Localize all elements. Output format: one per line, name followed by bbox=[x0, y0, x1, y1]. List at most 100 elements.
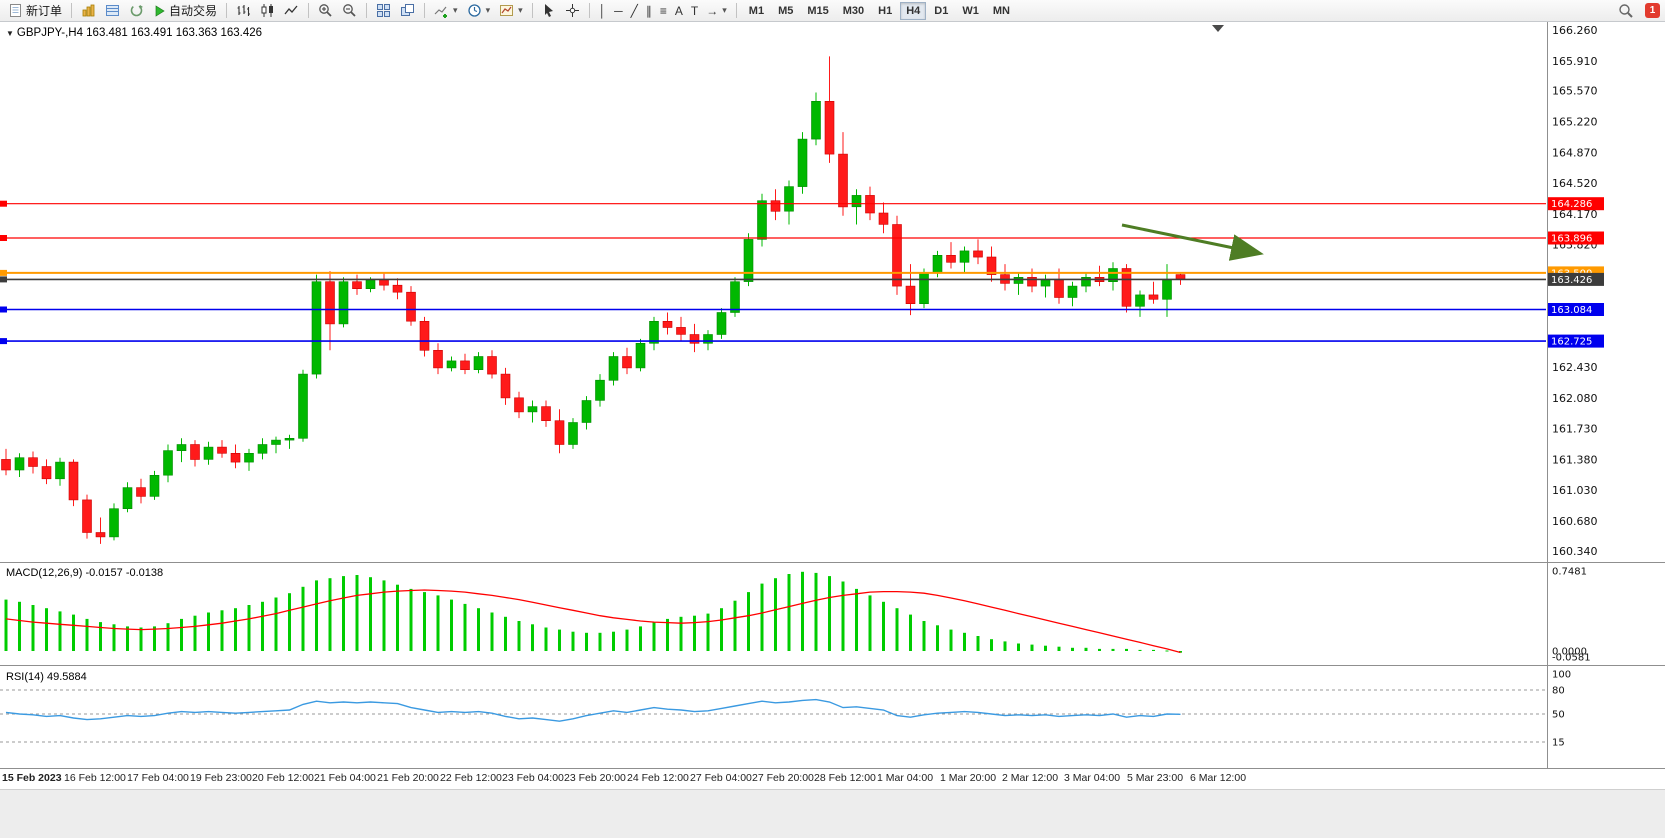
divider bbox=[308, 3, 310, 18]
macd-pane[interactable]: 0.7481 0.0000-0.0581 bbox=[0, 563, 1665, 665]
support-line-2-handle[interactable] bbox=[0, 338, 7, 345]
market-watch-button[interactable] bbox=[77, 1, 100, 20]
pane-divider[interactable] bbox=[0, 562, 1665, 563]
chevron-down-icon: ▾ bbox=[453, 5, 458, 15]
candle bbox=[136, 487, 146, 497]
text-tool-glyph: A bbox=[674, 3, 683, 18]
candle bbox=[217, 446, 227, 454]
indicators-button[interactable]: ▾ bbox=[430, 1, 462, 20]
timeframe-mn-button[interactable]: MN bbox=[992, 4, 1010, 17]
vertical-line-tool-glyph: │ bbox=[598, 3, 607, 18]
crosshair-button[interactable] bbox=[561, 1, 584, 20]
macd-bar bbox=[990, 639, 993, 651]
candle bbox=[905, 285, 916, 305]
timeframe-m5-button[interactable]: M5 bbox=[778, 4, 794, 17]
candle bbox=[433, 349, 443, 369]
candle bbox=[1108, 268, 1118, 282]
bid-price-line-handle[interactable] bbox=[0, 276, 7, 283]
candle bbox=[946, 255, 956, 263]
price-chart[interactable]: 166.260 165.910 165.570 165.220 164.870 164.5… bbox=[0, 22, 1665, 562]
macd-bar bbox=[1125, 648, 1128, 651]
price-tick: 166.260 bbox=[1552, 24, 1598, 37]
price-axis-divider bbox=[1547, 22, 1548, 769]
macd-axis-label: 0.0000 bbox=[1552, 647, 1587, 658]
chart-shift-marker[interactable] bbox=[1212, 25, 1224, 32]
candle bbox=[838, 153, 848, 208]
candle bbox=[446, 360, 457, 369]
rsi-pane[interactable]: 100 80 50 15 bbox=[0, 666, 1665, 768]
resistance-line-1-handle[interactable] bbox=[0, 200, 7, 207]
timeframe-m30-button[interactable]: M30 bbox=[842, 4, 865, 17]
zoom-out-button[interactable] bbox=[338, 1, 361, 20]
search-button[interactable] bbox=[1614, 1, 1638, 21]
trend-arrow-annotation[interactable] bbox=[1121, 223, 1264, 261]
autotrading-play-icon bbox=[153, 4, 166, 18]
new-order-button[interactable]: 新订单 bbox=[5, 1, 66, 20]
macd-bar bbox=[1030, 644, 1034, 651]
trendline-tool[interactable]: ╱ bbox=[627, 3, 642, 19]
bottom-strip bbox=[0, 789, 1665, 838]
cascade-windows-button[interactable] bbox=[396, 1, 419, 20]
timeframe-h1-button[interactable]: H1 bbox=[878, 4, 893, 17]
tile-windows-button[interactable] bbox=[372, 1, 395, 20]
resistance-line-2-handle[interactable] bbox=[0, 235, 7, 241]
equidistant-channel-tool[interactable]: ∥ bbox=[642, 3, 656, 19]
divider bbox=[366, 3, 368, 18]
macd-bar bbox=[139, 627, 143, 651]
pivot-line-handle[interactable] bbox=[0, 269, 7, 276]
candle bbox=[257, 444, 268, 454]
notification-badge[interactable]: 1 bbox=[1645, 3, 1660, 18]
bar-chart-button[interactable] bbox=[232, 1, 255, 20]
rsi-axis-label: 15 bbox=[1552, 738, 1565, 749]
candle bbox=[1067, 285, 1078, 298]
candle bbox=[1162, 279, 1172, 300]
time-axis-label: 28 Feb 12:00 bbox=[814, 772, 876, 784]
macd-bar bbox=[1071, 647, 1074, 651]
support-line-1-handle[interactable] bbox=[0, 306, 7, 313]
time-axis-label: 1 Mar 04:00 bbox=[877, 772, 934, 784]
data-window-button[interactable] bbox=[101, 1, 124, 20]
macd-bar bbox=[1152, 649, 1155, 651]
pane-divider[interactable] bbox=[0, 665, 1665, 666]
time-axis-label: 27 Feb 20:00 bbox=[752, 772, 814, 784]
cursor-button[interactable] bbox=[538, 1, 560, 20]
zoom-in-button[interactable] bbox=[314, 1, 337, 20]
macd-bar bbox=[612, 631, 615, 651]
candlestick-chart-button[interactable] bbox=[256, 1, 279, 20]
label-tool[interactable]: T bbox=[687, 3, 702, 19]
label-tool-glyph: T bbox=[690, 3, 699, 18]
symbol-dropdown-icon[interactable]: ▼ bbox=[6, 28, 14, 38]
macd-signal-line bbox=[5, 589, 1181, 654]
macd-bar bbox=[882, 601, 885, 651]
timeframe-w1-button[interactable]: W1 bbox=[962, 4, 979, 17]
arrows-tool[interactable]: → ▾ bbox=[702, 3, 731, 19]
macd-bar bbox=[85, 618, 89, 651]
macd-bar bbox=[328, 578, 332, 651]
time-axis-label: 3 Mar 04:00 bbox=[1064, 772, 1121, 784]
macd-bar bbox=[585, 632, 588, 651]
time-axis[interactable]: 15 Feb 2023 16 Feb 12:00 17 Feb 04:00 19 Fe… bbox=[0, 769, 1665, 789]
macd-bar bbox=[4, 599, 8, 651]
candle bbox=[1135, 294, 1145, 307]
candle bbox=[581, 400, 592, 423]
timeframe-m15-button[interactable]: M15 bbox=[807, 4, 829, 17]
line-chart-button[interactable] bbox=[280, 1, 303, 20]
timeframe-h4-button[interactable]: H4 bbox=[900, 1, 927, 20]
macd-bar bbox=[639, 626, 642, 651]
vertical-line-tool[interactable]: │ bbox=[595, 3, 611, 19]
candle bbox=[230, 452, 241, 463]
autotrading-button[interactable]: 自动交易 bbox=[149, 2, 221, 20]
clock-icon bbox=[467, 3, 482, 18]
candle bbox=[419, 320, 430, 351]
templates-button[interactable]: ▾ bbox=[495, 1, 527, 20]
fibonacci-tool[interactable]: ≡ bbox=[656, 3, 671, 19]
periods-button[interactable]: ▾ bbox=[463, 1, 495, 20]
price-tick: 165.910 bbox=[1552, 55, 1598, 68]
timeframe-d1-button[interactable]: D1 bbox=[934, 4, 949, 17]
horizontal-line-tool-glyph: ─ bbox=[614, 3, 623, 18]
timeframe-m1-button[interactable]: M1 bbox=[748, 4, 765, 17]
text-tool[interactable]: A bbox=[671, 3, 687, 19]
refresh-button[interactable] bbox=[125, 1, 148, 20]
horizontal-line-tool[interactable]: ─ bbox=[610, 3, 627, 19]
candle bbox=[757, 200, 767, 240]
